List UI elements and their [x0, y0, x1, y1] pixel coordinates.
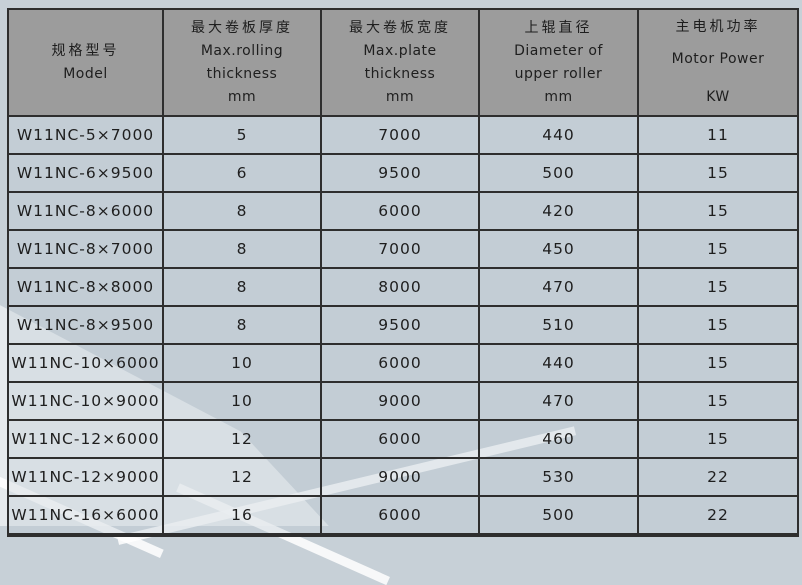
header-upper-roller-diameter-unit: mm	[544, 88, 573, 105]
header-model-en: Model	[63, 65, 108, 82]
table-row: W11NC-5×7000 5 7000 440 11	[7, 115, 799, 155]
table-row: W11NC-10×6000 10 6000 440 15	[7, 343, 799, 383]
cell-model: W11NC-5×7000	[7, 115, 164, 155]
cell-roller-diameter: 460	[478, 419, 639, 459]
page-background: 规格型号 Model 最大卷板厚度 Max.rolling thickness …	[0, 8, 799, 585]
table-row: W11NC-12×6000 12 6000 460 15	[7, 419, 799, 459]
header-max-plate-width-zh: 最大卷板宽度	[349, 19, 451, 36]
cell-motor-power: 15	[637, 305, 799, 345]
cell-thickness: 10	[162, 381, 322, 421]
table-row: W11NC-8×6000 8 6000 420 15	[7, 191, 799, 231]
header-motor-power-en: Motor Power	[671, 51, 765, 67]
header-max-rolling-thickness-unit: mm	[227, 88, 257, 105]
cell-thickness: 8	[162, 229, 322, 269]
table-row: W11NC-12×9000 12 9000 530 22	[7, 457, 799, 497]
cell-motor-power: 22	[637, 457, 799, 497]
cell-motor-power: 15	[637, 153, 799, 193]
cell-motor-power: 15	[637, 419, 799, 459]
header-motor-power-unit: KW	[706, 89, 730, 105]
cell-width: 9000	[320, 381, 480, 421]
table-row: W11NC-8×7000 8 7000 450 15	[7, 229, 799, 269]
cell-motor-power: 15	[637, 191, 799, 231]
header-max-plate-width-unit: mm	[385, 88, 415, 105]
cell-roller-diameter: 470	[478, 381, 639, 421]
cell-thickness: 12	[162, 419, 322, 459]
cell-model: W11NC-12×9000	[7, 457, 164, 497]
cell-model: W11NC-12×6000	[7, 419, 164, 459]
header-max-rolling-thickness-en2: thickness	[206, 65, 278, 82]
cell-width: 6000	[320, 343, 480, 383]
header-row: 规格型号 Model 最大卷板厚度 Max.rolling thickness …	[7, 8, 799, 117]
cell-width: 8000	[320, 267, 480, 307]
cell-roller-diameter: 500	[478, 153, 639, 193]
header-model: 规格型号 Model	[7, 8, 164, 117]
cell-motor-power: 15	[637, 381, 799, 421]
cell-thickness: 8	[162, 305, 322, 345]
cell-model: W11NC-8×6000	[7, 191, 164, 231]
table-row: W11NC-8×8000 8 8000 470 15	[7, 267, 799, 307]
header-upper-roller-diameter-en2: upper roller	[514, 65, 603, 82]
cell-thickness: 5	[162, 115, 322, 155]
cell-model: W11NC-16×6000	[7, 495, 164, 537]
cell-roller-diameter: 450	[478, 229, 639, 269]
cell-roller-diameter: 530	[478, 457, 639, 497]
table-row: W11NC-6×9500 6 9500 500 15	[7, 153, 799, 193]
cell-motor-power: 11	[637, 115, 799, 155]
cell-motor-power: 22	[637, 495, 799, 537]
cell-width: 6000	[320, 495, 480, 537]
table-row: W11NC-8×9500 8 9500 510 15	[7, 305, 799, 345]
cell-model: W11NC-6×9500	[7, 153, 164, 193]
cell-thickness: 12	[162, 457, 322, 497]
header-max-rolling-thickness: 最大卷板厚度 Max.rolling thickness mm	[162, 8, 322, 117]
cell-model: W11NC-8×8000	[7, 267, 164, 307]
table-row: W11NC-10×9000 10 9000 470 15	[7, 381, 799, 421]
cell-roller-diameter: 470	[478, 267, 639, 307]
cell-width: 7000	[320, 115, 480, 155]
header-motor-power: 主电机功率 Motor Power KW	[637, 8, 799, 117]
header-motor-power-zh: 主电机功率	[675, 19, 761, 35]
cell-thickness: 6	[162, 153, 322, 193]
cell-motor-power: 15	[637, 229, 799, 269]
cell-width: 9500	[320, 153, 480, 193]
cell-width: 9500	[320, 305, 480, 345]
header-upper-roller-diameter-zh: 上辊直径	[524, 19, 593, 36]
cell-thickness: 10	[162, 343, 322, 383]
header-model-zh: 规格型号	[51, 42, 120, 59]
cell-roller-diameter: 510	[478, 305, 639, 345]
cell-width: 6000	[320, 191, 480, 231]
spec-table: 规格型号 Model 最大卷板厚度 Max.rolling thickness …	[7, 8, 799, 537]
cell-model: W11NC-8×7000	[7, 229, 164, 269]
header-max-plate-width-en2: thickness	[364, 65, 436, 82]
header-upper-roller-diameter: 上辊直径 Diameter of upper roller mm	[478, 8, 639, 117]
cell-thickness: 8	[162, 191, 322, 231]
cell-roller-diameter: 440	[478, 343, 639, 383]
cell-width: 6000	[320, 419, 480, 459]
header-max-plate-width: 最大卷板宽度 Max.plate thickness mm	[320, 8, 480, 117]
header-max-rolling-thickness-en1: Max.rolling	[200, 42, 284, 59]
cell-width: 9000	[320, 457, 480, 497]
cell-motor-power: 15	[637, 343, 799, 383]
table-row: W11NC-16×6000 16 6000 500 22	[7, 495, 799, 537]
header-upper-roller-diameter-en1: Diameter of	[514, 42, 603, 59]
cell-model: W11NC-10×6000	[7, 343, 164, 383]
cell-model: W11NC-10×9000	[7, 381, 164, 421]
cell-roller-diameter: 440	[478, 115, 639, 155]
cell-thickness: 8	[162, 267, 322, 307]
header-max-rolling-thickness-zh: 最大卷板厚度	[191, 19, 293, 36]
header-max-plate-width-en1: Max.plate	[363, 42, 437, 59]
cell-roller-diameter: 500	[478, 495, 639, 537]
cell-motor-power: 15	[637, 267, 799, 307]
cell-thickness: 16	[162, 495, 322, 537]
cell-model: W11NC-8×9500	[7, 305, 164, 345]
cell-width: 7000	[320, 229, 480, 269]
cell-roller-diameter: 420	[478, 191, 639, 231]
